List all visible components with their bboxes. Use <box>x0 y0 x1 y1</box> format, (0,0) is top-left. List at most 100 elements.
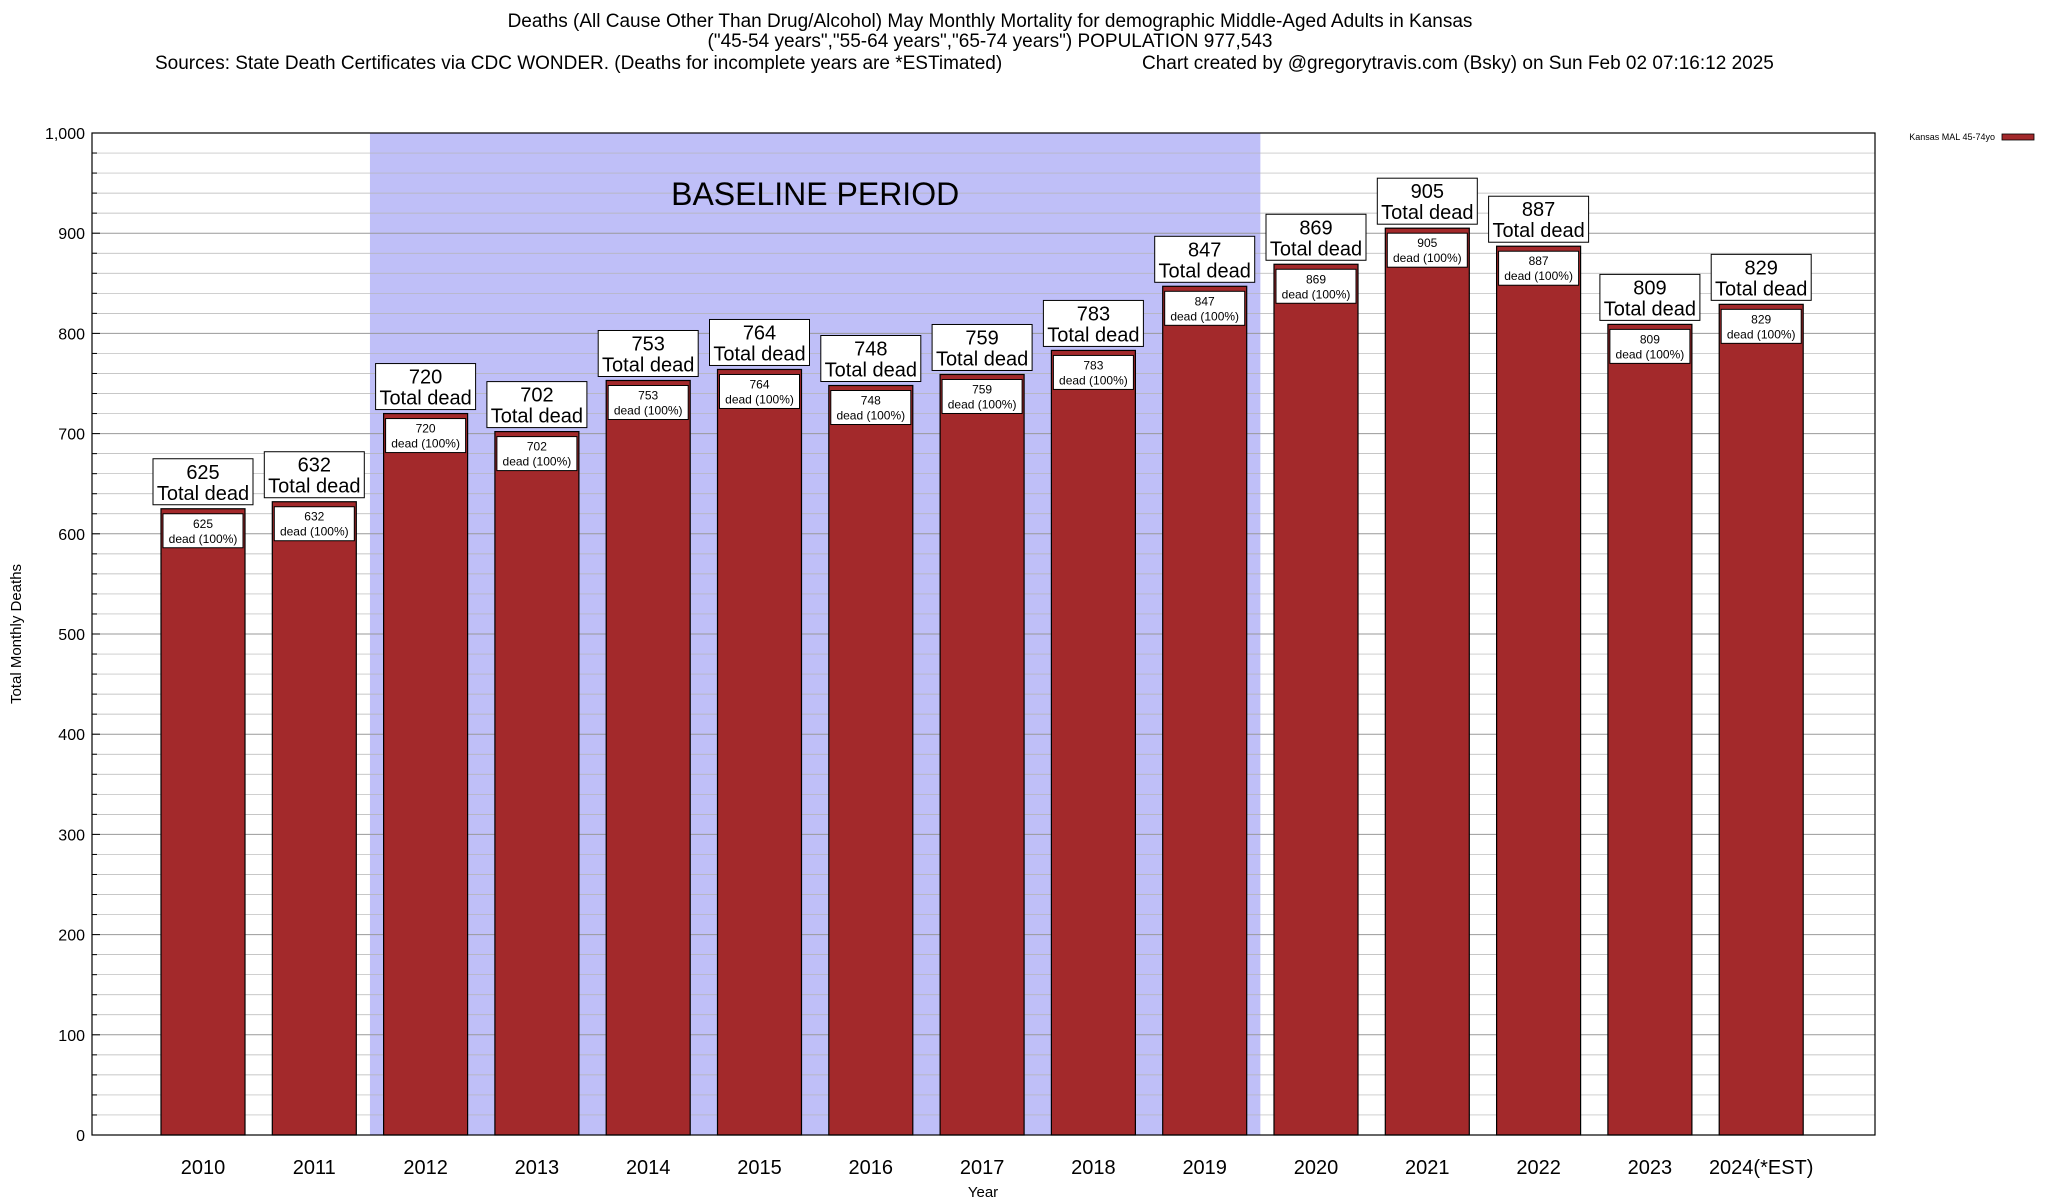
y-tick-label: 300 <box>58 827 85 844</box>
top-label-value: 625 <box>186 462 219 484</box>
top-label-box <box>597 329 699 377</box>
bar-2017 <box>939 373 1025 1136</box>
top-label-value: 702 <box>520 385 553 407</box>
inner-label-box <box>1275 268 1357 304</box>
top-label-text: Total dead <box>602 354 694 376</box>
top-label-value: 887 <box>1522 199 1555 221</box>
y-tick-label: 600 <box>58 527 85 544</box>
inner-label-value: 829 <box>1751 312 1771 326</box>
top-label-value: 748 <box>854 339 887 361</box>
x-axis-label: Year <box>968 1184 998 1200</box>
top-label-text: Total dead <box>379 388 471 410</box>
inner-label-box <box>941 378 1023 414</box>
top-label-box <box>820 335 922 383</box>
top-label-text: Total dead <box>157 483 249 505</box>
top-label-box <box>375 363 477 411</box>
x-tick-label: 2015 <box>737 1157 782 1179</box>
x-tick-label: 2024(*EST) <box>1709 1157 1814 1179</box>
inner-label-value: 759 <box>972 382 992 396</box>
bar-2020 <box>1273 263 1359 1136</box>
inner-label-box <box>1498 250 1580 286</box>
y-tick-label: 200 <box>58 928 85 945</box>
inner-label-value: 748 <box>861 394 881 408</box>
top-label-value: 759 <box>965 327 998 349</box>
bar-2021 <box>1384 227 1470 1136</box>
top-label-box <box>1599 273 1701 321</box>
y-tick-label: 500 <box>58 627 85 644</box>
inner-label-text: dead (100%) <box>614 403 683 417</box>
bar-2010 <box>160 508 246 1136</box>
inner-label-value: 905 <box>1417 236 1437 250</box>
top-label-box <box>263 451 365 499</box>
bar-2024(*EST) <box>1718 303 1804 1136</box>
top-label-value: 632 <box>298 455 331 477</box>
inner-label-text: dead (100%) <box>836 409 905 423</box>
inner-label-box <box>1052 354 1134 390</box>
top-label-value: 905 <box>1411 181 1444 203</box>
top-label-value: 783 <box>1077 303 1110 325</box>
top-label-text: Total dead <box>491 406 583 428</box>
y-tick-label: 100 <box>58 1028 85 1045</box>
x-tick-label: 2020 <box>1294 1157 1339 1179</box>
top-label-text: Total dead <box>1159 260 1251 282</box>
inner-label-box <box>1609 328 1691 364</box>
top-label-text: Total dead <box>713 343 805 365</box>
inner-label-box <box>1164 290 1246 326</box>
x-tick-label: 2013 <box>515 1157 560 1179</box>
bar-2014 <box>605 379 691 1136</box>
bar-2023 <box>1607 323 1693 1136</box>
bar-2022 <box>1495 245 1582 1136</box>
top-label-box <box>1376 177 1478 225</box>
top-label-text: Total dead <box>1604 298 1696 320</box>
top-label-text: Total dead <box>936 348 1028 370</box>
bar-2015 <box>716 368 803 1136</box>
top-label-box <box>1265 213 1367 261</box>
inner-label-box <box>719 373 800 409</box>
y-axis-label: Total Monthly Deaths <box>8 564 25 704</box>
inner-label-text: dead (100%) <box>1170 309 1239 323</box>
inner-label-box <box>1720 308 1802 344</box>
top-label-value: 764 <box>743 322 776 344</box>
inner-label-value: 887 <box>1529 254 1549 268</box>
bar-2013 <box>494 430 580 1136</box>
top-label-box <box>1710 253 1812 301</box>
inner-label-value: 869 <box>1306 272 1326 286</box>
inner-label-text: dead (100%) <box>503 455 572 469</box>
inner-label-value: 702 <box>527 440 547 454</box>
inner-label-value: 720 <box>416 422 436 436</box>
top-label-text: Total dead <box>1047 324 1139 346</box>
inner-label-value: 809 <box>1640 332 1660 346</box>
baseline-period-label: BASELINE PERIOD <box>671 176 959 212</box>
top-label-text: Total dead <box>268 476 360 498</box>
x-tick-label: 2023 <box>1628 1157 1673 1179</box>
inner-label-text: dead (100%) <box>1282 287 1351 301</box>
inner-label-text: dead (100%) <box>391 437 460 451</box>
y-tick-label: 800 <box>58 326 85 343</box>
top-label-text: Total dead <box>825 360 917 382</box>
y-tick-label: 0 <box>76 1128 85 1145</box>
top-label-text: Total dead <box>1715 278 1807 300</box>
y-tick-label: 700 <box>58 427 85 444</box>
x-tick-label: 2019 <box>1182 1157 1227 1179</box>
x-tick-label: 2021 <box>1405 1157 1450 1179</box>
inner-label-box <box>830 390 912 426</box>
inner-label-box <box>162 513 244 549</box>
top-label-box <box>1154 235 1256 283</box>
top-label-value: 869 <box>1299 217 1332 239</box>
sources-note: Sources: State Death Certificates via CD… <box>155 53 1003 74</box>
inner-label-box <box>607 384 689 420</box>
chart-subtitle: ("45-54 years","55-64 years","65-74 year… <box>707 31 1273 52</box>
inner-label-text: dead (100%) <box>1393 251 1462 265</box>
inner-label-value: 764 <box>749 377 769 391</box>
bar-2016 <box>828 384 914 1136</box>
x-tick-label: 2014 <box>626 1157 671 1179</box>
top-label-text: Total dead <box>1270 238 1362 260</box>
inner-label-text: dead (100%) <box>1727 327 1796 341</box>
inner-label-text: dead (100%) <box>1504 269 1573 283</box>
inner-label-value: 783 <box>1083 358 1103 372</box>
plot-border <box>91 132 1876 1136</box>
top-label-value: 720 <box>409 367 442 389</box>
x-tick-label: 2010 <box>181 1157 226 1179</box>
inner-label-box <box>273 506 355 542</box>
